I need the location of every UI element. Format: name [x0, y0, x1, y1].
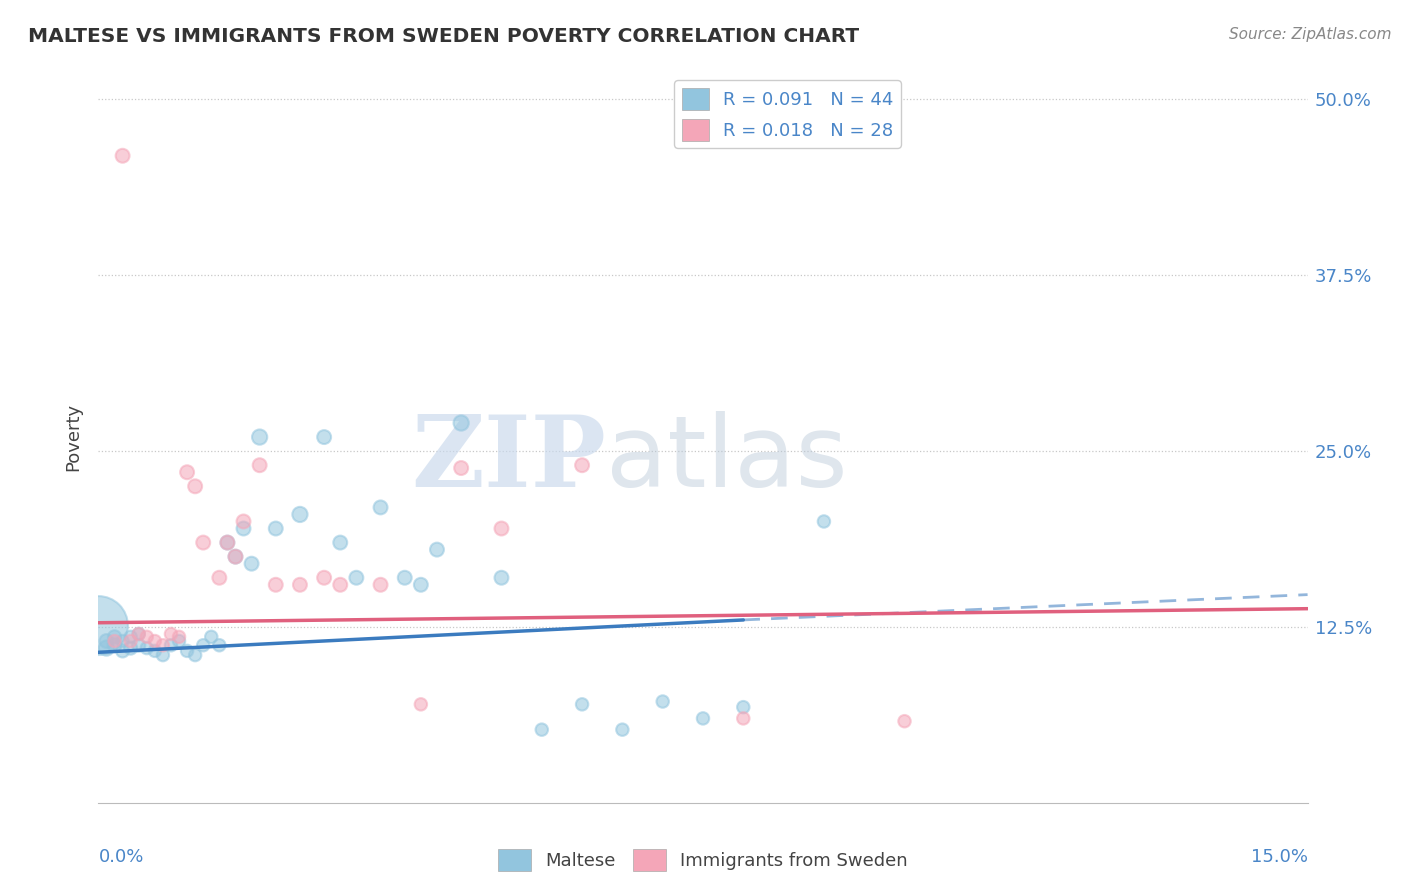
Point [450, 461, 472, 475]
Point [813, 515, 835, 529]
Text: atlas: atlas [606, 410, 848, 508]
Point [111, 644, 134, 658]
Point [160, 638, 183, 652]
Point [224, 549, 246, 564]
Point [87, 618, 110, 632]
Point [314, 571, 336, 585]
Point [491, 571, 513, 585]
Point [571, 698, 593, 712]
Point [612, 723, 634, 737]
Point [491, 521, 513, 535]
Point [143, 634, 166, 648]
Point [217, 535, 239, 549]
Point [426, 542, 449, 557]
Point [240, 557, 263, 571]
Point [733, 700, 755, 714]
Point [143, 644, 166, 658]
Point [329, 535, 352, 549]
Text: Source: ZipAtlas.com: Source: ZipAtlas.com [1229, 27, 1392, 42]
Point [184, 479, 207, 493]
Point [409, 698, 432, 712]
Point [733, 711, 755, 725]
Text: MALTESE VS IMMIGRANTS FROM SWEDEN POVERTY CORRELATION CHART: MALTESE VS IMMIGRANTS FROM SWEDEN POVERT… [28, 27, 859, 45]
Point [329, 578, 352, 592]
Point [370, 578, 392, 592]
Point [128, 627, 150, 641]
Text: 15.0%: 15.0% [1250, 847, 1308, 866]
Point [167, 630, 190, 644]
Point [160, 627, 183, 641]
Point [167, 634, 190, 648]
Point [120, 641, 142, 656]
Point [120, 630, 142, 644]
Point [344, 571, 367, 585]
Point [249, 458, 271, 473]
Point [692, 711, 714, 725]
Point [96, 641, 118, 656]
Point [571, 458, 593, 473]
Point [651, 694, 673, 708]
Point [200, 630, 222, 644]
Point [450, 416, 472, 430]
Point [409, 578, 432, 592]
Point [111, 634, 134, 648]
Point [224, 549, 246, 564]
Point [103, 630, 125, 644]
Point [208, 638, 231, 652]
Point [176, 644, 198, 658]
Point [184, 648, 207, 662]
Point [394, 571, 416, 585]
Point [152, 648, 174, 662]
Point [264, 578, 287, 592]
Point [530, 723, 553, 737]
Text: ZIP: ZIP [412, 410, 606, 508]
Point [152, 638, 174, 652]
Legend: R = 0.091   N = 44, R = 0.018   N = 28: R = 0.091 N = 44, R = 0.018 N = 28 [675, 80, 901, 148]
Point [232, 521, 254, 535]
Point [111, 149, 134, 163]
Y-axis label: Poverty: Poverty [65, 403, 83, 471]
Point [103, 634, 125, 648]
Point [370, 500, 392, 515]
Point [208, 571, 231, 585]
Point [135, 641, 157, 656]
Point [128, 638, 150, 652]
Point [264, 521, 287, 535]
Legend: Maltese, Immigrants from Sweden: Maltese, Immigrants from Sweden [491, 842, 915, 879]
Point [120, 634, 142, 648]
Point [103, 638, 125, 652]
Point [249, 430, 271, 444]
Point [232, 515, 254, 529]
Point [193, 638, 215, 652]
Point [314, 430, 336, 444]
Point [893, 714, 915, 729]
Text: 0.0%: 0.0% [98, 847, 143, 866]
Point [176, 465, 198, 479]
Point [96, 634, 118, 648]
Point [128, 627, 150, 641]
Point [135, 630, 157, 644]
Point [288, 508, 311, 522]
Point [288, 578, 311, 592]
Point [193, 535, 215, 549]
Point [217, 535, 239, 549]
